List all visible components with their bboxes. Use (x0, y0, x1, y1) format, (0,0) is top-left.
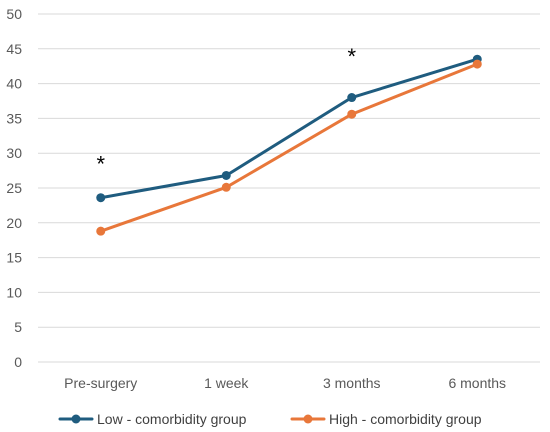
data-point (221, 170, 231, 180)
x-tick-label: Pre-surgery (64, 375, 137, 391)
legend-label-1: Low - comorbidity group (97, 411, 247, 427)
x-tick-label: 1 week (204, 375, 249, 391)
y-axis-ticks: 0 5 10 15 20 25 30 35 40 45 50 (6, 6, 22, 370)
y-tick-label: 45 (6, 41, 22, 57)
series-line-1 (99, 57, 479, 200)
significance-marker: * (347, 44, 356, 69)
y-tick-label: 25 (6, 180, 22, 196)
legend: Low - comorbidity group High - comorbidit… (58, 411, 482, 427)
y-tick-label: 30 (6, 145, 22, 161)
legend-label-2: High - comorbidity group (329, 411, 482, 427)
y-tick-label: 35 (6, 110, 22, 126)
x-tick-label: 6 months (448, 375, 506, 391)
y-tick-label: 40 (6, 76, 22, 92)
y-tick-label: 50 (6, 6, 22, 22)
gridlines (38, 13, 540, 363)
y-tick-label: 15 (6, 250, 22, 266)
y-tick-label: 10 (6, 284, 22, 300)
data-point (221, 182, 231, 192)
data-point (347, 93, 357, 103)
data-point (96, 193, 106, 203)
data-point (472, 59, 482, 69)
y-tick-label: 20 (6, 215, 22, 231)
legend-marker-2 (303, 414, 313, 424)
x-axis-ticks: Pre-surgery 1 week 3 months 6 months (64, 375, 506, 391)
x-tick-label: 3 months (323, 375, 381, 391)
data-point (347, 109, 357, 119)
significance-marker: * (96, 152, 105, 177)
series-layer (96, 54, 482, 236)
series-line-2 (99, 62, 479, 233)
annotations-layer: ** (96, 44, 356, 177)
y-tick-label: 5 (14, 319, 22, 335)
data-point (96, 226, 106, 236)
y-tick-label: 0 (14, 354, 22, 370)
legend-marker-1 (71, 414, 81, 424)
